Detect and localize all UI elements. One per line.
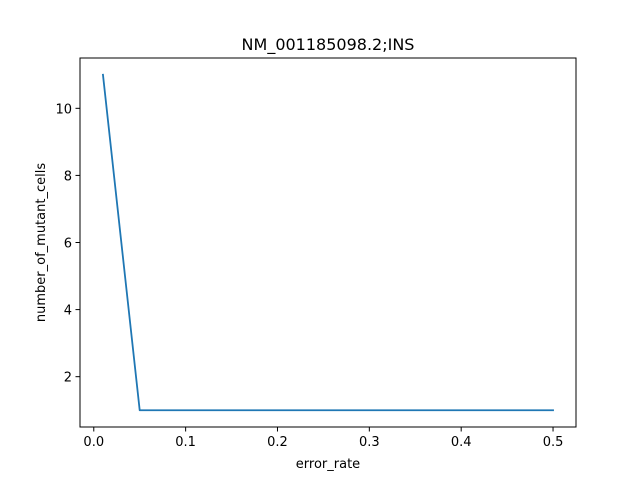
y-tick-label: 8 [64, 169, 72, 184]
y-tick-label: 10 [55, 102, 72, 117]
x-axis-label: error_rate [296, 457, 360, 472]
y-tick-label: 4 [64, 304, 72, 319]
x-axis-ticks: 0.0 0.1 0.2 0.3 0.4 0.5 [83, 427, 563, 450]
series-layer [101, 73, 554, 412]
x-tick-label: 0.1 [175, 435, 196, 450]
plot-area [80, 58, 576, 427]
y-tick-label: 2 [64, 371, 72, 386]
x-tick-label: 0.5 [543, 435, 564, 450]
x-tick-label: 0.4 [451, 435, 472, 450]
plot-frame [79, 57, 577, 428]
y-axis-label: number_of_mutant_cells [34, 163, 49, 322]
y-tick-label: 6 [64, 237, 72, 252]
series-line [101, 73, 554, 412]
x-tick-label: 0.0 [83, 435, 104, 450]
x-tick-label: 0.3 [359, 435, 380, 450]
x-tick-label: 0.2 [267, 435, 288, 450]
chart-title: NM_001185098.2;INS [242, 35, 415, 55]
y-axis-ticks: 2 4 6 8 10 [55, 102, 80, 386]
